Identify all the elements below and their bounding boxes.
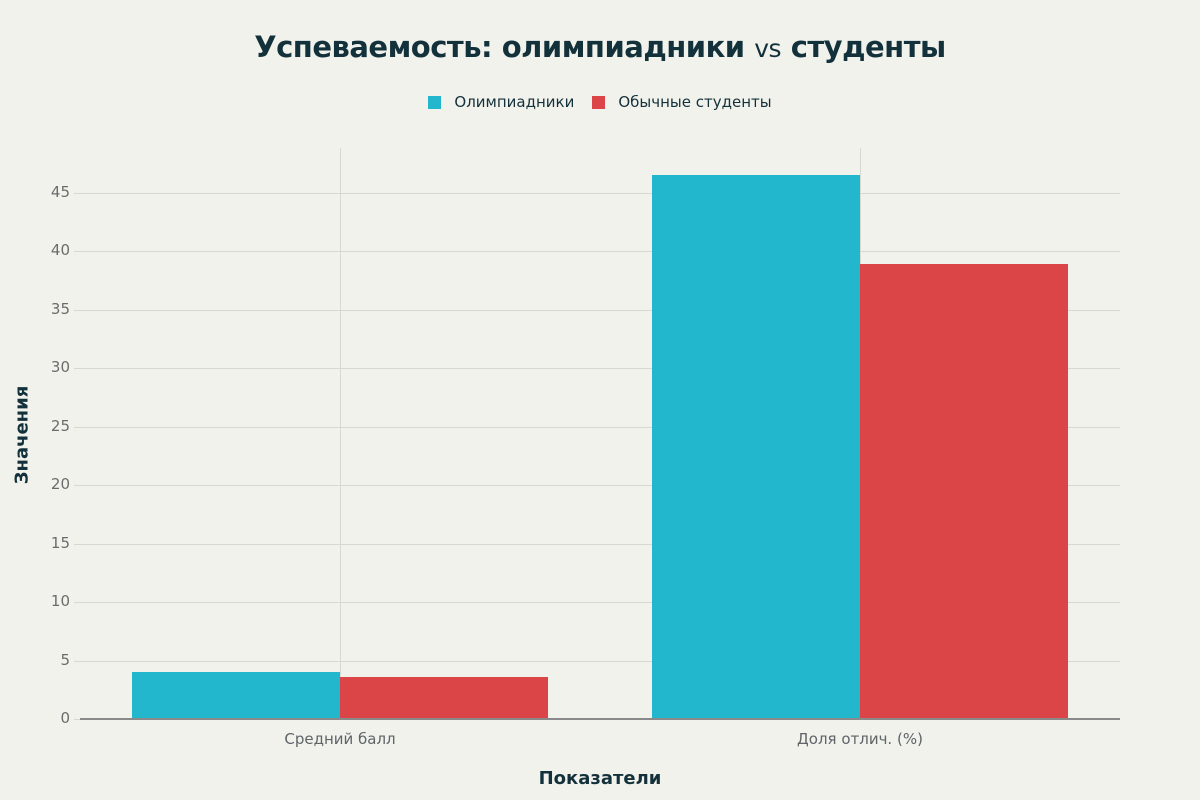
y-tick-label: 20	[50, 475, 70, 494]
y-tick-mark	[74, 309, 80, 311]
x-tick-label: Доля отлич. (%)	[797, 730, 923, 748]
y-tick-mark	[74, 719, 80, 720]
y-tick-label: 15	[50, 533, 70, 552]
y-tick-label: 0	[60, 709, 70, 727]
y-tick-label: 10	[50, 592, 70, 611]
gridline	[80, 426, 1120, 428]
legend-item-olympiad[interactable]: Олимпиадники	[428, 93, 574, 111]
gridline	[80, 193, 1120, 194]
y-tick-mark	[74, 660, 80, 662]
y-axis-label: Значения	[11, 385, 33, 485]
y-tick-label: 25	[50, 416, 70, 435]
y-tick-mark	[74, 602, 80, 604]
gridline	[80, 368, 1120, 370]
x-tick-label: Средний балл	[284, 730, 396, 748]
chart-title: Успеваемость: олимпиадники vs студенты	[254, 30, 946, 64]
gridline	[80, 602, 1120, 604]
y-tick-mark	[74, 368, 80, 370]
legend-swatch-icon	[592, 95, 606, 109]
gridline	[80, 543, 1120, 545]
bar-regular[interactable]	[860, 264, 1068, 719]
plot-area	[80, 148, 1120, 720]
y-tick-mark	[74, 485, 80, 487]
y-tick-label: 5	[60, 650, 70, 669]
gridline	[80, 660, 1120, 662]
y-tick-label: 30	[50, 358, 70, 377]
gridline	[80, 251, 1120, 253]
gridline	[80, 309, 1120, 311]
legend-swatch-icon	[428, 95, 442, 109]
bar-regular[interactable]	[340, 676, 548, 719]
bar-olympiad[interactable]	[132, 672, 340, 719]
bar-olympiad[interactable]	[652, 175, 860, 719]
y-tick-label: 35	[50, 299, 70, 318]
y-tick-mark	[74, 543, 80, 545]
x-axis-line	[80, 718, 1120, 720]
y-tick-mark	[74, 193, 80, 194]
legend: Олимпиадники Обычные студенты	[0, 93, 1200, 111]
y-tick-label: 40	[50, 241, 70, 260]
legend-item-regular[interactable]: Обычные студенты	[592, 93, 772, 111]
y-tick-mark	[74, 426, 80, 428]
category-gridline	[340, 148, 341, 720]
y-tick-mark	[74, 251, 80, 253]
y-tick-label: 45	[50, 183, 70, 201]
gridline	[80, 485, 1120, 487]
x-axis-label: Показатели	[538, 768, 662, 789]
